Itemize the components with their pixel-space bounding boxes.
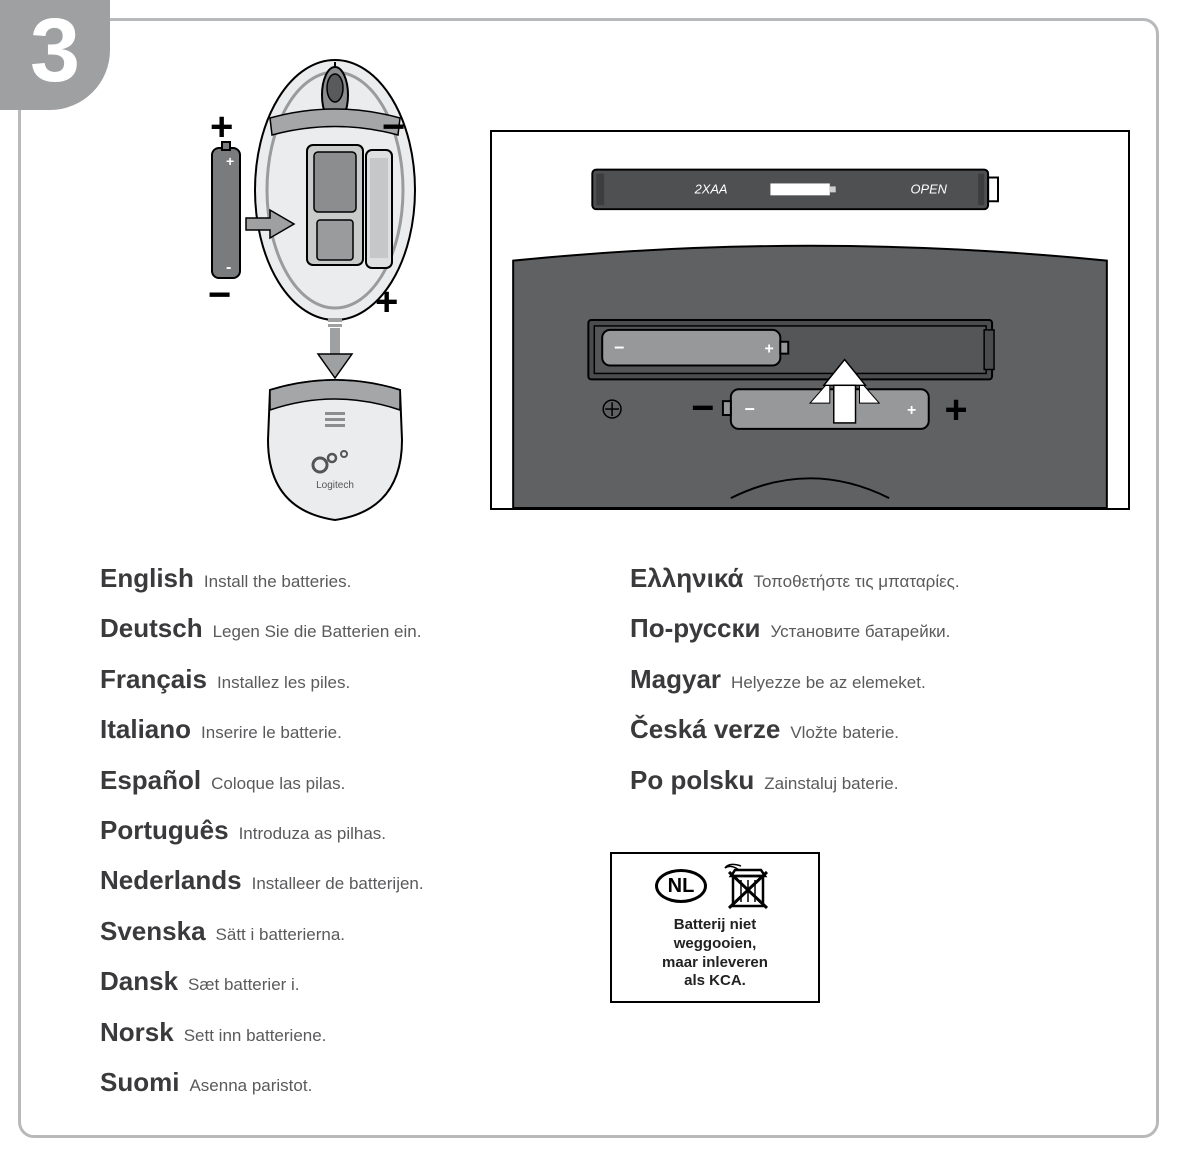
recycle-line: Batterij niet — [618, 916, 812, 935]
cover-label-open: OPEN — [911, 181, 948, 196]
instruction-text: Установите батарейки. — [771, 622, 951, 641]
language-name: Português — [100, 815, 229, 845]
cover-label-2xaa: 2XAA — [694, 181, 728, 196]
language-name: Norsk — [100, 1017, 174, 1047]
step-number: 3 — [30, 6, 80, 96]
instruction-row: По-русски Установите батарейки. — [630, 610, 1100, 646]
instruction-row: Français Installez les piles. — [100, 661, 570, 697]
instruction-text: Sätt i batterierna. — [216, 925, 345, 944]
mouse-battery-diagram: + - + − − + Logitech — [150, 40, 470, 530]
instruction-text: Installez les piles. — [217, 673, 350, 692]
instructions-right-col: Ελληνικά Τοποθετήστε τις μπαταρίες. По-рус… — [630, 560, 1100, 1114]
language-name: Česká verze — [630, 714, 780, 744]
svg-text:+: + — [945, 388, 968, 432]
instruction-row: Česká verze Vložte baterie. — [630, 711, 1100, 747]
svg-text:−: − — [614, 338, 624, 358]
instruction-text: Asenna paristot. — [189, 1076, 312, 1095]
instruction-text: Introduza as pilhas. — [239, 824, 386, 843]
instruction-text: Τοποθετήστε τις μπαταρίες. — [753, 572, 959, 591]
brand-label: Logitech — [316, 480, 354, 491]
diagrams-area: + - + − − + Logitech 2XAA OP — [120, 40, 1120, 540]
svg-text:−: − — [691, 386, 714, 430]
country-code: NL — [668, 875, 695, 898]
svg-text:+: + — [907, 402, 916, 419]
keyboard-battery-diagram: 2XAA OPEN − + − + − + — [490, 130, 1130, 510]
instruction-text: Sæt batterier i. — [188, 975, 300, 994]
language-name: Nederlands — [100, 865, 242, 895]
plus-icon: + — [375, 280, 398, 324]
language-name: Po polsku — [630, 765, 754, 795]
language-name: Svenska — [100, 916, 206, 946]
recycle-line: maar inleveren — [618, 954, 812, 973]
country-code-oval: NL — [655, 869, 707, 903]
instruction-row: Italiano Inserire le batterie. — [100, 711, 570, 747]
language-name: Suomi — [100, 1067, 179, 1097]
instruction-text: Helyezze be az elemeket. — [731, 673, 926, 692]
minus-icon: − — [382, 105, 405, 149]
recycle-notice: NL Batterij niet weggooien, maar inlever… — [610, 852, 820, 1003]
instruction-row: Nederlands Installeer de batterijen. — [100, 862, 570, 898]
instruction-row: Suomi Asenna paristot. — [100, 1064, 570, 1100]
instructions-list: English Install the batteries. Deutsch Lege… — [100, 560, 1100, 1114]
language-name: Español — [100, 765, 201, 795]
instruction-row: Norsk Sett inn batteriene. — [100, 1014, 570, 1050]
instruction-text: Sett inn batteriene. — [184, 1026, 327, 1045]
instruction-row: Po polsku Zainstaluj baterie. — [630, 762, 1100, 798]
language-name: По-русски — [630, 613, 761, 643]
language-name: Deutsch — [100, 613, 203, 643]
instructions-left-col: English Install the batteries. Deutsch Lege… — [100, 560, 570, 1114]
language-name: Français — [100, 664, 207, 694]
minus-icon: − — [208, 273, 231, 317]
recycle-text: Batterij niet weggooien, maar inleveren … — [618, 916, 812, 991]
instruction-row: Ελληνικά Τοποθετήστε τις μπαταρίες. — [630, 560, 1100, 596]
instruction-text: Zainstaluj baterie. — [764, 774, 898, 793]
language-name: English — [100, 563, 194, 593]
instruction-row: Magyar Helyezze be az elemeket. — [630, 661, 1100, 697]
instruction-text: Coloque las pilas. — [211, 774, 345, 793]
instruction-row: Deutsch Legen Sie die Batterien ein. — [100, 610, 570, 646]
instruction-row: Español Coloque las pilas. — [100, 762, 570, 798]
svg-text:+: + — [764, 341, 773, 358]
instruction-text: Vložte baterie. — [790, 723, 899, 742]
plus-icon: + — [210, 105, 233, 149]
instruction-text: Installeer de batterijen. — [252, 874, 424, 893]
recycle-line: weggooien, — [618, 935, 812, 954]
instruction-text: Inserire le batterie. — [201, 723, 342, 742]
svg-text:+: + — [226, 153, 234, 169]
instruction-row: Dansk Sæt batterier i. — [100, 963, 570, 999]
language-name: Italiano — [100, 714, 191, 744]
language-name: Ελληνικά — [630, 563, 743, 593]
instruction-row: Svenska Sätt i batterierna. — [100, 913, 570, 949]
instruction-text: Legen Sie die Batterien ein. — [213, 622, 422, 641]
no-trash-icon — [721, 862, 775, 910]
instruction-row: English Install the batteries. — [100, 560, 570, 596]
instruction-row: Português Introduza as pilhas. — [100, 812, 570, 848]
recycle-line: als KCA. — [618, 972, 812, 991]
language-name: Magyar — [630, 664, 721, 694]
language-name: Dansk — [100, 966, 178, 996]
instruction-text: Install the batteries. — [204, 572, 351, 591]
svg-text:−: − — [745, 399, 755, 419]
